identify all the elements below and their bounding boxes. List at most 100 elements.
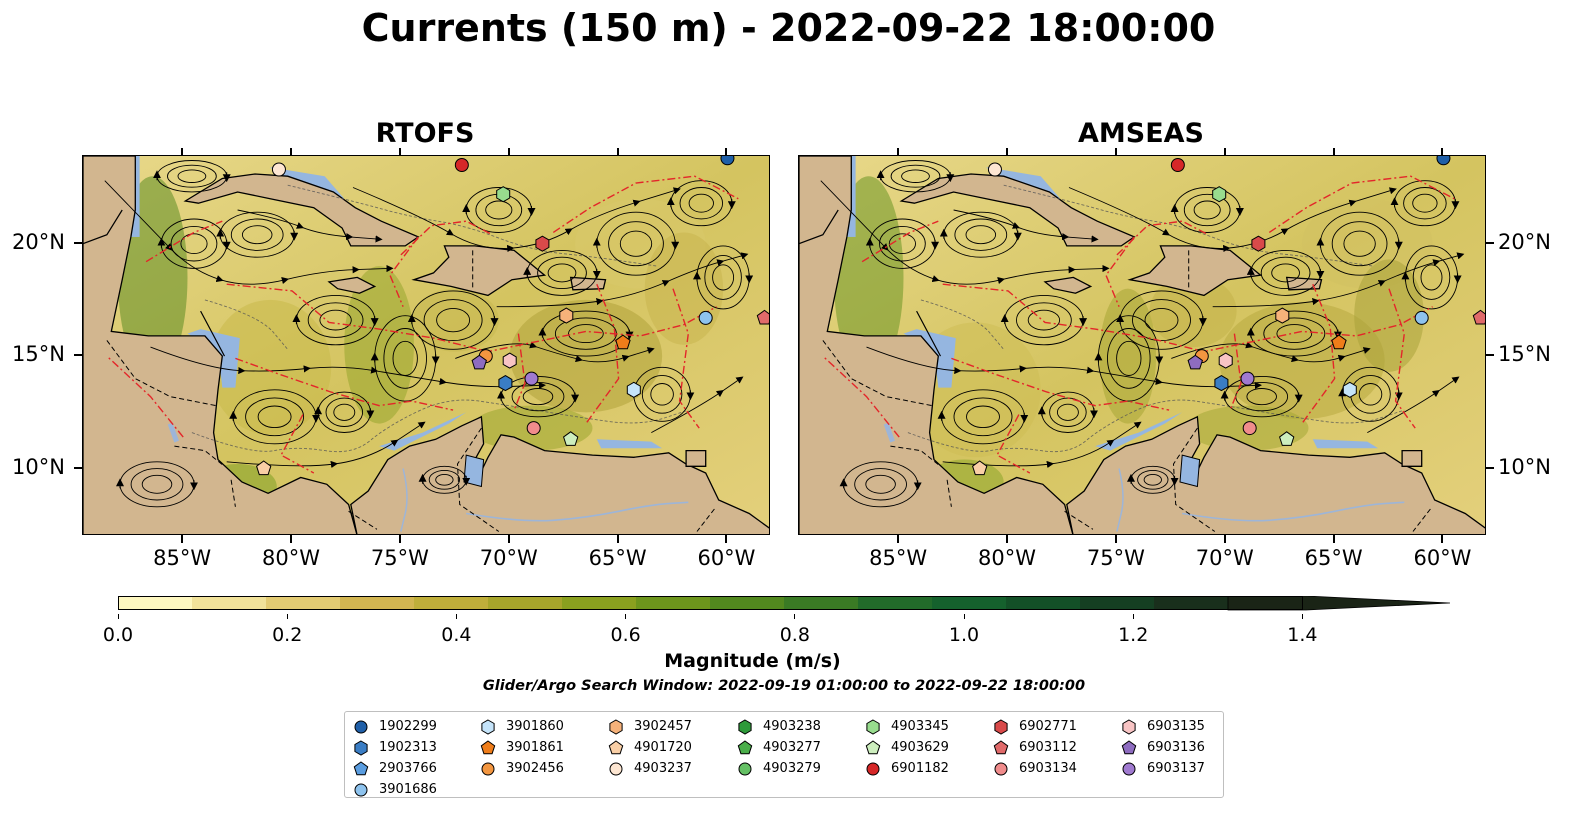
float-marker-6903137[interactable] (524, 371, 539, 386)
map-canvas (83, 156, 770, 534)
colorbar-segment (1227, 596, 1451, 611)
float-marker-6901182[interactable] (1170, 157, 1185, 172)
float-marker-4903237[interactable] (271, 162, 286, 177)
legend-marker[interactable] (1121, 739, 1137, 754)
colorbar-tick (963, 614, 965, 619)
float-marker-3902457[interactable] (559, 307, 574, 324)
float-marker-3901861[interactable] (1331, 334, 1347, 350)
colorbar-segment (784, 596, 859, 610)
legend-marker[interactable] (354, 783, 368, 796)
legend-marker[interactable] (738, 718, 752, 735)
lon-tick (725, 535, 728, 543)
float-marker-6903136[interactable] (1187, 354, 1203, 370)
float-marker-3901860[interactable] (626, 381, 641, 398)
colorbar-tick (794, 614, 796, 619)
colorbar-tick-label: 1.4 (1287, 624, 1318, 646)
legend-marker[interactable] (609, 718, 623, 735)
lon-tick-top (398, 148, 401, 156)
lat-label-left: 10°N (12, 454, 65, 479)
float-marker-6901182[interactable] (454, 157, 469, 172)
colorbar-tick (455, 614, 457, 619)
float-marker-4901720[interactable] (972, 460, 988, 476)
float-marker-1902313[interactable] (1214, 375, 1229, 392)
map-amseas[interactable] (798, 155, 1486, 535)
legend-marker[interactable] (1122, 762, 1136, 775)
lat-tick (1486, 241, 1494, 244)
float-marker-6903135[interactable] (502, 352, 517, 369)
float-marker-6903135[interactable] (1218, 352, 1233, 369)
hexagon-marker-icon (1122, 718, 1136, 735)
float-marker-4903345[interactable] (1212, 186, 1227, 203)
float-marker-6903112[interactable] (1472, 309, 1486, 325)
legend-marker[interactable] (994, 762, 1008, 775)
lon-tick-top (616, 148, 619, 156)
pentagon-marker-icon (1121, 739, 1137, 754)
float-marker-3901861[interactable] (615, 334, 631, 350)
float-marker-1902299[interactable] (1436, 156, 1451, 166)
float-marker-6902771[interactable] (1251, 235, 1266, 252)
lat-tick (1486, 354, 1494, 357)
float-marker-6903134[interactable] (526, 421, 541, 436)
legend-item: 4903345 (865, 716, 949, 737)
float-marker-6903137[interactable] (1240, 371, 1255, 386)
legend-marker[interactable] (481, 762, 495, 775)
legend-label: 2903766 (379, 761, 437, 776)
lon-label: 60°W (697, 546, 756, 570)
float-marker-6903136[interactable] (471, 354, 487, 370)
lon-tick (1114, 535, 1117, 543)
hexagon-marker-icon (738, 718, 752, 735)
legend-marker[interactable] (738, 762, 752, 775)
lat-label-right: 15°N (1498, 342, 1551, 367)
float-marker-4903237[interactable] (987, 162, 1002, 177)
legend-item: 4903238 (737, 716, 821, 737)
legend-marker[interactable] (994, 718, 1008, 735)
legend-label: 3902456 (506, 761, 564, 776)
float-marker-1902299[interactable] (720, 156, 735, 166)
legend-marker[interactable] (608, 739, 624, 754)
legend-marker[interactable] (865, 739, 881, 754)
float-marker-3902457[interactable] (1275, 307, 1290, 324)
legend-marker[interactable] (481, 718, 495, 735)
legend-label: 3901686 (379, 782, 437, 797)
legend-marker[interactable] (1122, 718, 1136, 735)
legend-item: 3902457 (608, 716, 692, 737)
legend-label: 6903112 (1019, 740, 1077, 755)
legend-item: 6903136 (1121, 737, 1205, 758)
legend-marker[interactable] (993, 739, 1009, 754)
float-marker-6903134[interactable] (1242, 421, 1257, 436)
legend-marker[interactable] (480, 739, 496, 754)
lon-tick-top (1223, 148, 1226, 156)
legend-marker[interactable] (866, 762, 880, 775)
float-marker-4903629[interactable] (1279, 431, 1295, 446)
map-canvas (799, 156, 1486, 534)
circle-marker-icon (609, 762, 623, 775)
legend-marker[interactable] (737, 739, 753, 754)
legend-label: 6903135 (1147, 719, 1205, 734)
lat-tick (1486, 466, 1494, 469)
float-marker-6902771[interactable] (535, 235, 550, 252)
float-marker-3901860[interactable] (1342, 381, 1357, 398)
float-marker-1902313[interactable] (498, 375, 513, 392)
legend-marker[interactable] (609, 762, 623, 775)
legend-marker[interactable] (354, 739, 368, 756)
float-marker-4903345[interactable] (496, 186, 511, 203)
legend-marker[interactable] (354, 720, 368, 733)
float-marker-3901686[interactable] (698, 310, 713, 325)
float-marker-4901720[interactable] (256, 460, 272, 476)
legend-label: 3902457 (634, 719, 692, 734)
map-rtofs[interactable] (82, 155, 770, 535)
colorbar-segment (192, 596, 267, 610)
float-marker-6903112[interactable] (756, 309, 770, 325)
legend-item: 2903766 (353, 758, 437, 779)
float-marker-4903629[interactable] (563, 431, 579, 446)
lon-tick-top (725, 148, 728, 156)
legend-item: 4903279 (737, 758, 821, 779)
colorbar-segment (266, 596, 341, 610)
float-marker-3901686[interactable] (1414, 310, 1429, 325)
circle-marker-icon (866, 762, 880, 775)
legend-column: 3902457 4901720 4903237 (608, 716, 692, 779)
legend-marker[interactable] (353, 760, 369, 775)
legend-marker[interactable] (866, 718, 880, 735)
lon-tick (1223, 535, 1226, 543)
lat-tick (74, 354, 82, 357)
